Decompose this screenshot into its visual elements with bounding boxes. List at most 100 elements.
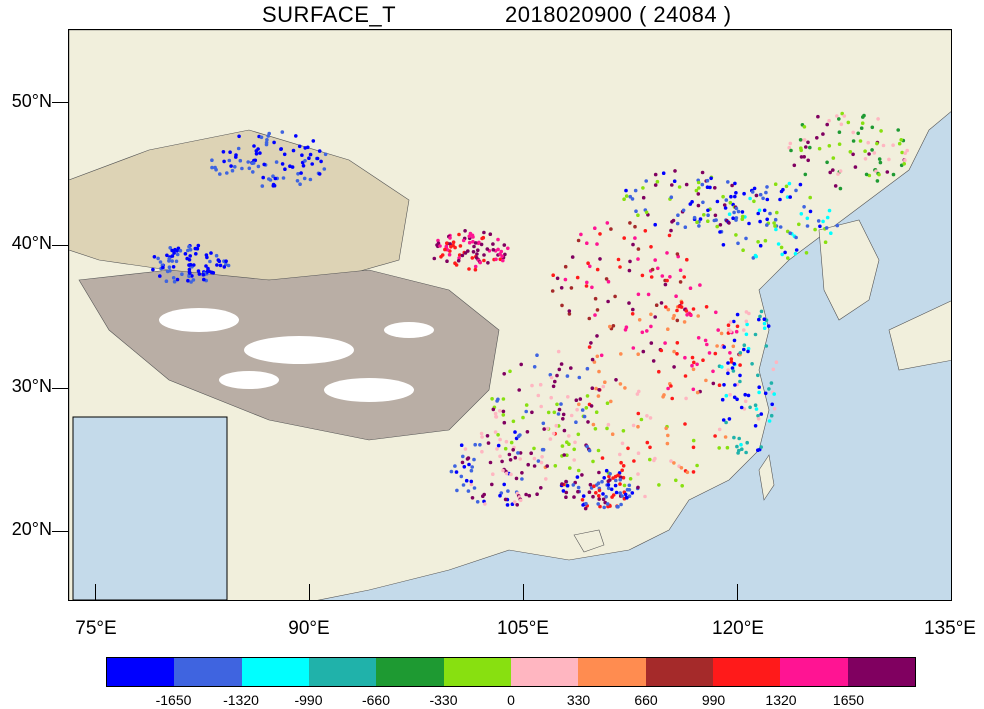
station-dot <box>739 405 744 410</box>
station-dot <box>838 169 843 173</box>
station-dot <box>535 353 539 358</box>
station-dot <box>728 329 733 334</box>
station-points <box>151 111 909 511</box>
station-dot <box>779 245 784 250</box>
station-dot <box>735 397 739 402</box>
station-dot <box>717 446 721 450</box>
station-dot <box>581 494 586 498</box>
station-dot <box>727 417 732 421</box>
station-dot <box>574 420 578 425</box>
station-dot <box>697 224 701 228</box>
station-dot <box>500 459 504 464</box>
station-dot <box>192 263 196 267</box>
station-dot <box>609 487 614 492</box>
station-dot <box>562 453 566 457</box>
station-dot <box>311 139 316 143</box>
station-dot <box>732 319 736 324</box>
station-dot <box>762 317 767 322</box>
station-dot <box>725 445 730 450</box>
station-dot <box>575 275 580 280</box>
station-dot <box>322 167 327 171</box>
station-dot <box>551 273 555 277</box>
station-dot <box>756 211 760 216</box>
station-dot <box>319 159 323 164</box>
station-dot <box>591 494 595 499</box>
station-dot <box>584 406 589 410</box>
station-dot <box>206 266 210 271</box>
station-dot <box>496 443 501 448</box>
station-dot <box>644 179 648 183</box>
lon-tick <box>309 584 310 601</box>
colorbar-swatch <box>174 658 242 686</box>
station-dot <box>851 152 855 157</box>
station-dot <box>624 188 628 193</box>
station-dot <box>748 196 752 201</box>
station-dot <box>180 272 184 276</box>
station-dot <box>606 279 611 284</box>
station-dot <box>626 446 630 451</box>
station-dot <box>817 146 822 151</box>
station-dot <box>851 130 855 135</box>
station-dot <box>588 264 592 269</box>
station-dot <box>252 144 256 148</box>
station-dot <box>167 259 171 263</box>
station-dot <box>280 162 285 166</box>
station-dot <box>685 470 690 475</box>
lat-label-40n: 40°N <box>11 233 52 253</box>
station-dot <box>763 391 768 396</box>
station-dot <box>448 236 452 240</box>
station-dot <box>661 395 665 399</box>
station-dot <box>639 417 644 422</box>
station-dot <box>599 353 604 358</box>
station-dot <box>530 383 534 388</box>
station-dot <box>716 328 720 332</box>
station-dot <box>657 369 661 374</box>
station-dot <box>288 164 292 168</box>
station-dot <box>564 490 569 495</box>
station-dot <box>679 300 684 305</box>
station-dot <box>267 177 271 181</box>
station-dot <box>557 407 562 412</box>
colorbar-label: -990 <box>294 692 323 708</box>
station-dot <box>722 203 727 207</box>
station-dot <box>766 324 771 328</box>
station-dot <box>663 341 667 345</box>
station-dot <box>675 341 680 345</box>
station-dot <box>821 219 825 224</box>
station-dot <box>627 488 632 492</box>
station-dot <box>823 240 828 244</box>
station-dot <box>669 384 673 388</box>
station-dot <box>569 286 574 290</box>
station-dot <box>846 120 851 125</box>
station-dot <box>490 482 494 487</box>
station-dot <box>585 444 589 449</box>
station-dot <box>256 147 260 151</box>
station-dot <box>648 457 652 462</box>
station-dot <box>501 413 506 417</box>
station-dot <box>717 383 722 388</box>
station-dot <box>479 242 484 247</box>
station-dot <box>620 441 625 446</box>
station-dot <box>726 371 730 376</box>
station-dot <box>761 196 765 201</box>
station-dot <box>700 170 705 175</box>
station-dot <box>535 492 539 497</box>
station-dot <box>490 397 494 401</box>
station-dot <box>717 427 722 432</box>
station-dot <box>753 403 758 408</box>
station-dot <box>827 144 832 148</box>
station-dot <box>499 491 504 495</box>
station-dot <box>593 296 598 301</box>
station-dot <box>482 230 486 235</box>
station-dot <box>776 242 781 246</box>
station-dot <box>759 445 763 449</box>
station-dot <box>724 420 728 425</box>
station-dot <box>735 444 739 449</box>
station-dot <box>651 359 656 363</box>
station-dot <box>773 224 777 228</box>
station-dot <box>468 231 473 236</box>
station-dot <box>870 148 874 152</box>
station-dot <box>575 407 579 412</box>
station-dot <box>467 462 471 467</box>
station-dot <box>781 187 785 192</box>
